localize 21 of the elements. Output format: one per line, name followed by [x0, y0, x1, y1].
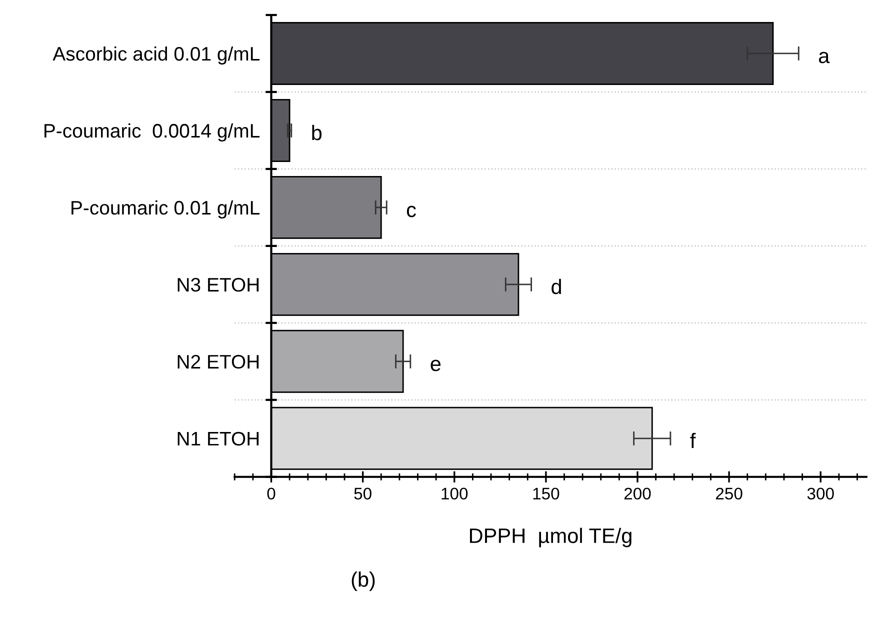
annotation: d [552, 278, 561, 294]
annotation: a [818, 52, 830, 64]
y-tick-label: Ascorbic acid 0.01 g/mL [52, 46, 260, 65]
x-tick-label: 300 [807, 488, 834, 500]
text: (b) [352, 572, 375, 591]
x-tick-label: 50 [354, 488, 372, 500]
y-tick-label: N3 ETOH [178, 278, 259, 292]
annotation: c [406, 206, 416, 218]
x-tick-label: 0 [267, 488, 276, 500]
x-tick-label: 150 [533, 488, 560, 500]
y-tick-label: N1 ETOH [178, 432, 259, 446]
y-tick-label: N2 ETOH [178, 354, 259, 369]
x-tick-label: 200 [624, 488, 651, 500]
annotation: f [690, 432, 696, 448]
x-tick-label: 100 [442, 488, 468, 500]
y-tick-label: P-coumaric 0.01 g/mL [72, 200, 260, 219]
x-axis-title: DPPH µmol TE/g [470, 528, 632, 548]
y-tick-label: P-coumaric 0.0014 g/mL [44, 123, 260, 142]
x-tick-label: 250 [716, 488, 742, 500]
annotation: e [430, 360, 441, 372]
annotation: b [312, 124, 322, 140]
